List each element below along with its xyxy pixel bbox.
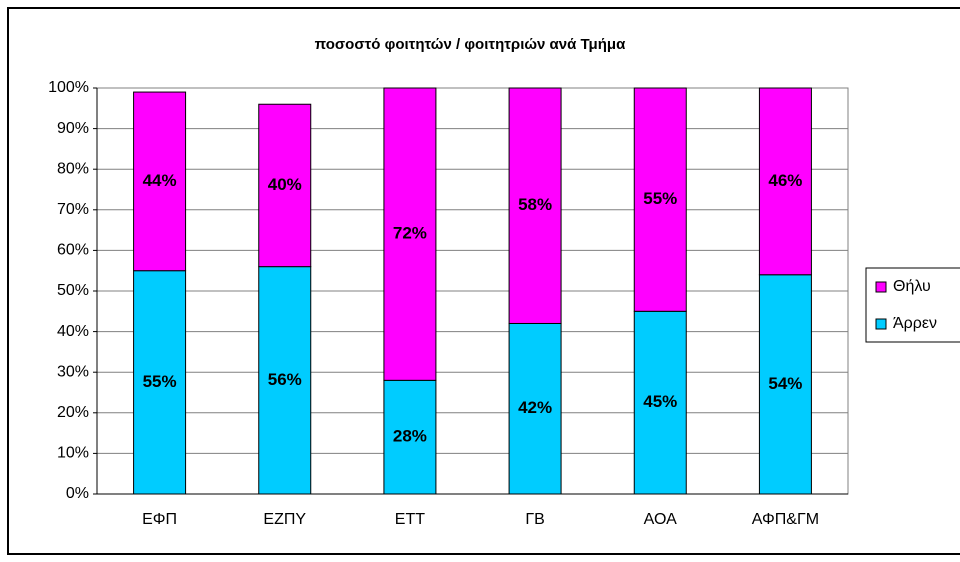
x-tick-label: ΓΒ [525, 511, 544, 528]
x-tick-label: ΕΦΠ [142, 511, 177, 528]
y-tick-label: 60% [57, 242, 89, 259]
data-label: 55% [643, 189, 677, 208]
bar-segment [633, 87, 687, 312]
y-tick-label: 40% [57, 323, 89, 340]
x-tick-label: ΑΟΑ [644, 511, 677, 528]
data-label: 58% [518, 195, 552, 214]
legend-label: Θήλυ [893, 278, 931, 295]
bar-segment [633, 310, 687, 495]
bar-segment [758, 274, 812, 495]
x-tick-label: ΕΖΠΥ [263, 511, 306, 528]
bar-segment [133, 270, 187, 495]
y-tick-label: 30% [57, 363, 89, 380]
data-label: 45% [643, 392, 677, 411]
y-tick-label: 0% [66, 485, 89, 502]
bar-segment [508, 322, 562, 495]
legend-swatch [875, 281, 887, 293]
y-tick-label: 50% [57, 282, 89, 299]
y-tick-label: 80% [57, 160, 89, 177]
y-tick-label: 90% [57, 120, 89, 137]
bar-segment [383, 87, 437, 381]
bar-segment [258, 103, 312, 268]
y-tick-label: 100% [48, 79, 89, 96]
y-tick-label: 10% [57, 445, 89, 462]
data-label: 40% [268, 175, 302, 194]
legend-swatch [875, 318, 887, 330]
x-tick-label: ΑΦΠ&ΓΜ [752, 511, 819, 528]
y-tick-label: 70% [57, 201, 89, 218]
x-tick-label: ΕΤΤ [395, 511, 425, 528]
chart-title: ποσοστό φοιτητών / φοιτητριών ανά Τμήμα [315, 36, 626, 53]
y-tick-label: 20% [57, 404, 89, 421]
data-label: 56% [268, 370, 302, 389]
data-label: 46% [768, 171, 802, 190]
data-label: 42% [518, 398, 552, 417]
chart-frame [7, 7, 960, 555]
data-label: 44% [143, 171, 177, 190]
data-label: 54% [768, 374, 802, 393]
bar-segment [383, 379, 437, 495]
data-label: 55% [143, 372, 177, 391]
bar-segment [133, 91, 187, 272]
data-label: 72% [393, 224, 427, 243]
legend-box [865, 267, 960, 343]
data-label: 28% [393, 427, 427, 446]
bar-segment [758, 87, 812, 276]
bar-segment [508, 87, 562, 324]
legend-label: Άρρεν [893, 315, 937, 332]
